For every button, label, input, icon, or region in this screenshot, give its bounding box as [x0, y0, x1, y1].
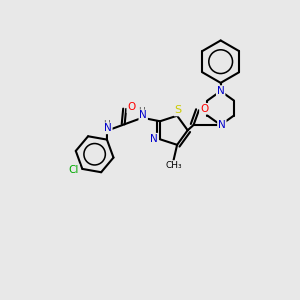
- Text: O: O: [200, 104, 208, 114]
- Text: N: N: [104, 123, 112, 133]
- Text: N: N: [218, 120, 226, 130]
- Text: O: O: [127, 102, 136, 112]
- Text: S: S: [174, 105, 182, 116]
- Text: N: N: [139, 110, 147, 120]
- Text: N: N: [150, 134, 158, 144]
- Text: CH₃: CH₃: [165, 161, 182, 170]
- Text: H: H: [138, 107, 145, 116]
- Text: Cl: Cl: [68, 164, 79, 175]
- Text: H: H: [103, 120, 110, 129]
- Text: N: N: [217, 86, 224, 96]
